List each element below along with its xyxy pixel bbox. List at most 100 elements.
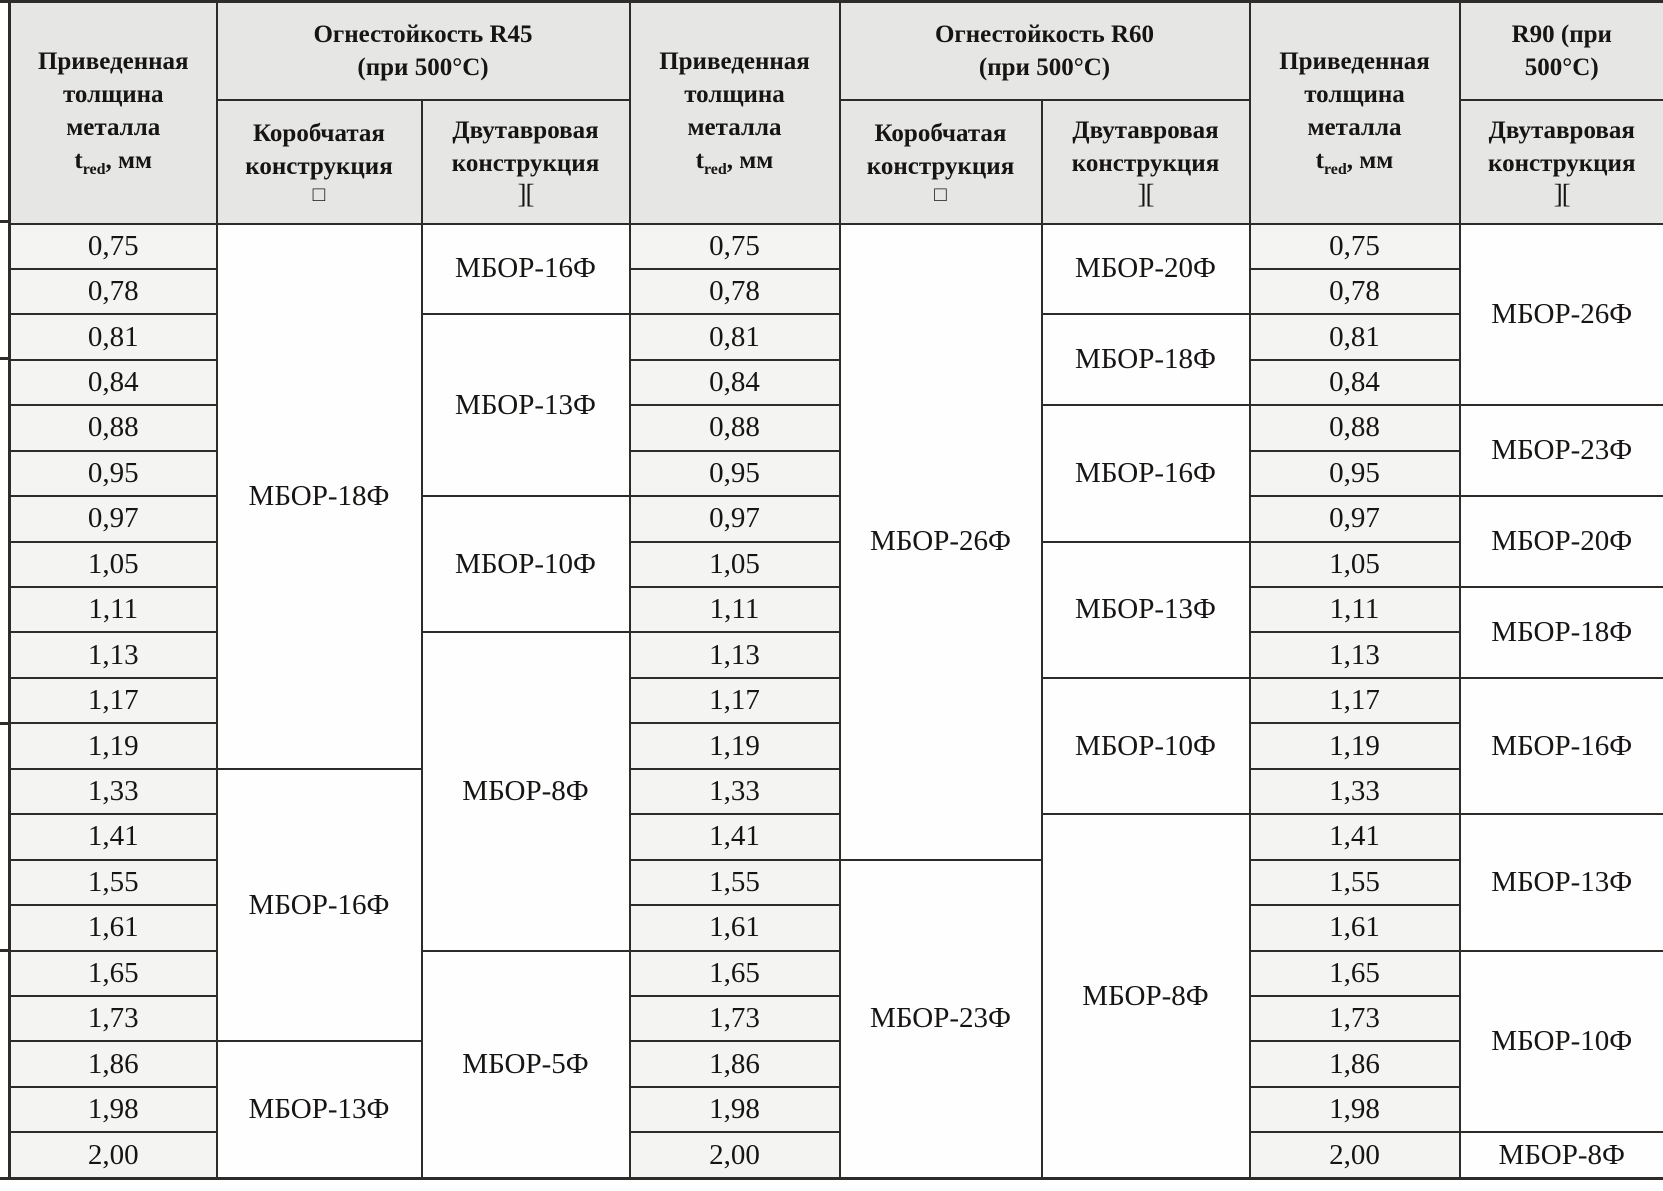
thickness-cell-group1: 1,11 — [8, 585, 218, 634]
subheader-r90-ibeam: Двутавровая конструкция ][ — [1458, 98, 1663, 225]
table-row: 1,11 1,11 1,11 МБОР-18Ф — [8, 585, 1663, 679]
mbor-cell-r45-ibeam: МБОР-13Ф — [420, 313, 631, 498]
thickness-cell-group3: 1,73 — [1248, 994, 1461, 1043]
table-row: 2,00 2,00 2,00 МБОР-8Ф — [8, 1131, 1663, 1180]
table-row: 1,41 1,41 МБОР-8Ф 1,41 МБОР-13Ф — [8, 813, 1663, 1180]
thickness-cell-group3: 1,65 — [1248, 949, 1461, 997]
thickness-cell-group2: 1,05 — [628, 540, 841, 589]
header-sub-row: Коробчатая конструкция □ Двутавровая кон… — [10, 98, 1663, 225]
group-header-r60-title: Огнестойкость R60 (при 500°С) — [934, 20, 1155, 81]
thickness-cell-group2: 1,17 — [628, 676, 841, 725]
mbor-cell-r60-ibeam: МБОР-8Ф — [1040, 813, 1251, 1180]
group-header-r60: Огнестойкость R60 (при 500°С) — [838, 0, 1251, 101]
thickness-cell-group2: 1,61 — [628, 904, 841, 952]
thickness-cell-group2: 1,73 — [628, 994, 841, 1043]
table-body: 0,75 МБОР-18Ф МБОР-16Ф 0,75 МБОР-26Ф МБОР-20Ф… — [8, 222, 1663, 1180]
thickness-cell-group3: 0,88 — [1248, 404, 1461, 452]
thickness-cell-group3: 0,84 — [1248, 358, 1461, 407]
mbor-cell-r60-ibeam: МБОР-20Ф — [1040, 222, 1251, 316]
thickness-cell-group2: 1,55 — [628, 858, 841, 907]
thickness-cell-group2: 1,13 — [628, 631, 841, 679]
thickness-cell-group3: 1,33 — [1248, 767, 1461, 816]
thickness-cell-group1: 1,19 — [8, 722, 218, 770]
subheader-r60-ibeam: Двутавровая конструкция ][ — [1040, 98, 1251, 225]
table-row: 0,75 МБОР-18Ф МБОР-16Ф 0,75 МБОР-26Ф МБОР-20Ф… — [8, 222, 1663, 861]
thickness-formula: tred, мм — [695, 147, 774, 179]
i-beam-section-symbol: ][ — [517, 179, 535, 210]
thickness-cell-group3: 0,75 — [1248, 222, 1461, 270]
thickness-header-3: Приведенная толщина металла tred, мм — [1248, 0, 1461, 225]
cropped-left-column-line — [0, 722, 10, 725]
thickness-cell-group3: 1,13 — [1248, 631, 1461, 679]
thickness-cell-group3: 1,86 — [1248, 1040, 1461, 1088]
thickness-cell-group3: 1,11 — [1248, 585, 1461, 634]
mbor-cell-r60-ibeam: МБОР-13Ф — [1040, 540, 1251, 679]
table-row: 1,33 МБОР-16Ф 1,33 1,33 — [8, 767, 1663, 1043]
thickness-cell-group1: 1,86 — [8, 1040, 218, 1088]
mbor-cell-r90-ibeam: МБОР-18Ф — [1458, 586, 1663, 679]
thickness-cell-group1: 0,81 — [8, 313, 218, 361]
thickness-cell-group1: 1,65 — [8, 949, 218, 997]
thickness-cell-group3: 0,78 — [1248, 267, 1461, 316]
mbor-cell-r60-box: МБОР-26Ф — [838, 222, 1043, 861]
thickness-cell-group2: 0,95 — [628, 449, 841, 498]
mbor-cell-r45-box: МБОР-13Ф — [215, 1040, 423, 1180]
thickness-formula: tred, мм — [74, 147, 153, 179]
mbor-cell-r45-ibeam: МБОР-8Ф — [420, 631, 631, 952]
thickness-cell-group3: 1,17 — [1248, 676, 1461, 725]
thickness-cell-group1: 0,78 — [8, 267, 218, 316]
thickness-cell-group2: 1,33 — [628, 767, 841, 816]
thickness-cell-group3: 0,95 — [1248, 449, 1461, 498]
thickness-cell-group1: 1,98 — [8, 1085, 218, 1134]
thickness-cell-group3: 1,61 — [1248, 904, 1461, 952]
thickness-cell-group2: 1,19 — [628, 722, 841, 770]
thickness-formula: tred, мм — [1315, 147, 1394, 179]
thickness-cell-group2: 1,98 — [628, 1085, 841, 1134]
thickness-cell-group3: 1,19 — [1248, 722, 1461, 770]
thickness-cell-group1: 0,88 — [8, 404, 218, 452]
box-section-symbol: □ — [312, 181, 326, 206]
thickness-cell-group1: 1,73 — [8, 994, 218, 1043]
thickness-cell-group3: 0,81 — [1248, 313, 1461, 361]
thickness-cell-group1: 0,97 — [8, 495, 218, 543]
thickness-cell-group3: 1,05 — [1248, 540, 1461, 589]
thickness-cell-group1: 0,84 — [8, 358, 218, 407]
subheader-r45-ibeam: Двутавровая конструкция ][ — [420, 98, 631, 225]
mbor-cell-r90-ibeam: МБОР-23Ф — [1458, 404, 1663, 498]
cropped-left-column-line — [0, 357, 10, 360]
table-row: 1,05 1,05 МБОР-13Ф 1,05 — [8, 540, 1663, 679]
mbor-cell-r45-ibeam: МБОР-16Ф — [420, 222, 631, 316]
table-row: 1,73 1,73 1,73 — [8, 994, 1663, 1043]
thickness-cell-group2: 0,81 — [628, 313, 841, 361]
mbor-cell-r60-ibeam: МБОР-18Ф — [1040, 313, 1251, 407]
cropped-left-column-line — [0, 949, 10, 952]
mbor-cell-r90-ibeam: МБОР-8Ф — [1458, 1131, 1663, 1180]
thickness-cell-group1: 1,13 — [8, 631, 218, 679]
thickness-cell-group1: 1,05 — [8, 540, 218, 589]
table-row: 0,84 0,84 0,84 — [8, 358, 1663, 407]
table-row: 1,55 1,55 МБОР-23Ф 1,55 — [8, 858, 1663, 1180]
table-row: 1,61 1,61 1,61 — [8, 904, 1663, 952]
thickness-cell-group2: 0,88 — [628, 404, 841, 452]
thickness-cell-group1: 1,61 — [8, 904, 218, 952]
thickness-cell-group2: 1,65 — [628, 949, 841, 997]
thickness-cell-group3: 1,98 — [1248, 1085, 1461, 1134]
mbor-cell-r45-ibeam: МБОР-10Ф — [420, 495, 631, 634]
mbor-cell-r90-ibeam: МБОР-10Ф — [1458, 949, 1663, 1134]
thickness-cell-group1: 1,33 — [8, 767, 218, 816]
thickness-cell-group2: 0,78 — [628, 267, 841, 316]
mbor-cell-r60-ibeam: МБОР-16Ф — [1040, 404, 1251, 543]
group-header-r45-title: Огнестойкость R45 (при 500°С) — [313, 20, 533, 81]
thickness-cell-group2: 1,11 — [628, 585, 841, 634]
thickness-cell-group2: 2,00 — [628, 1131, 841, 1180]
thickness-cell-group1: 0,75 — [8, 222, 218, 270]
thickness-cell-group2: 0,97 — [628, 495, 841, 543]
mbor-cell-r45-box: МБОР-16Ф — [215, 767, 423, 1043]
mbor-cell-r60-ibeam: МБОР-10Ф — [1040, 676, 1251, 816]
mbor-cell-r90-ibeam: МБОР-13Ф — [1458, 813, 1663, 952]
thickness-cell-group1: 0,95 — [8, 449, 218, 498]
cropped-left-column-line — [0, 0, 10, 3]
thickness-cell-group1: 1,41 — [8, 813, 218, 861]
thickness-cell-group1: 1,17 — [8, 676, 218, 725]
